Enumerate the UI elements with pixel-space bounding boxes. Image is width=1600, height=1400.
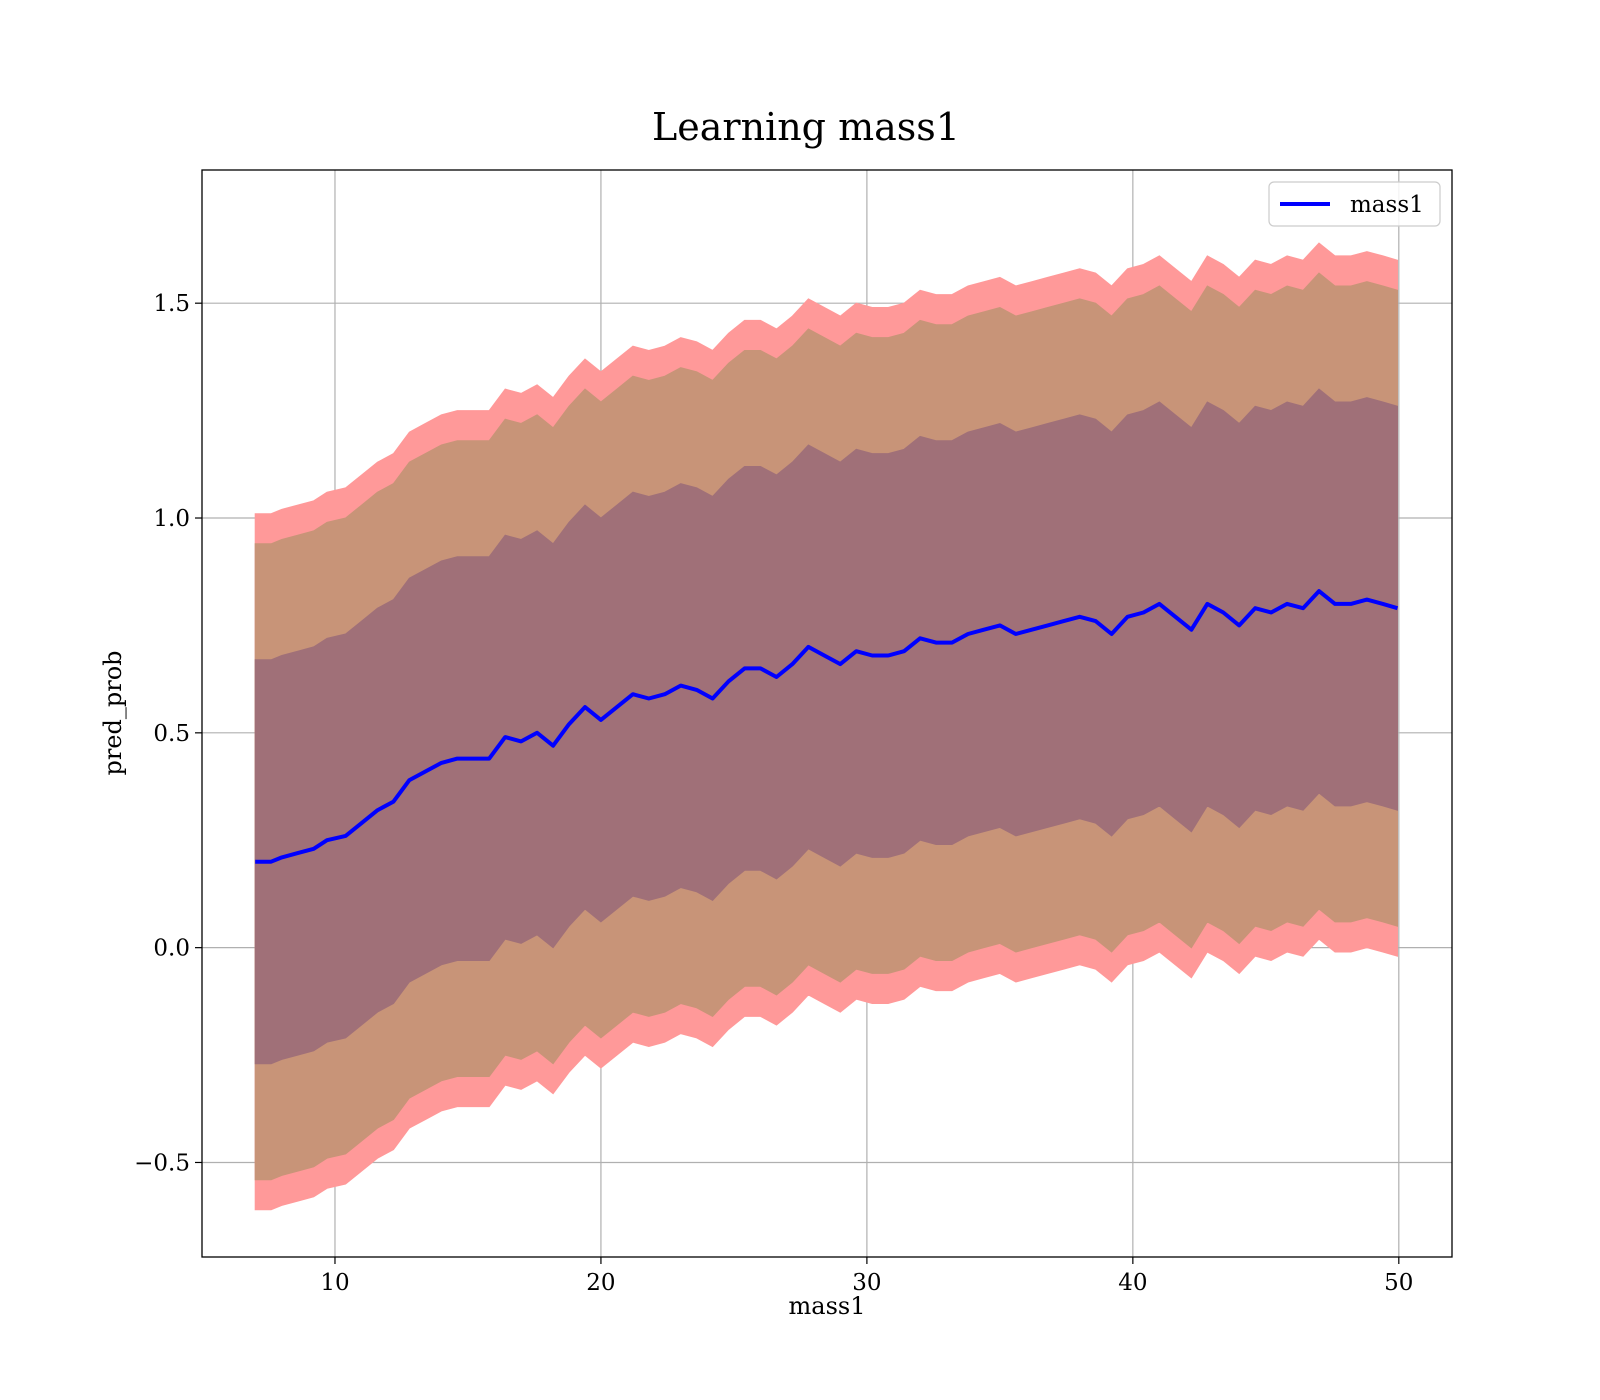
y-tick-label: 0.5 <box>153 721 190 747</box>
x-axis-label: mass1 <box>789 1292 866 1320</box>
y-tick-label: 1.0 <box>153 506 190 532</box>
chart-title: Learning mass1 <box>652 105 960 149</box>
y-axis-label: pred_prob <box>99 650 127 775</box>
series-lines <box>255 589 1399 864</box>
confidence-bands <box>254 242 1398 1211</box>
x-tick-label: 40 <box>1118 1270 1147 1296</box>
legend-box <box>1268 181 1441 227</box>
y-tick-label: 1.5 <box>153 291 190 317</box>
x-tick-label: 30 <box>852 1270 881 1296</box>
legend: mass1 <box>1268 181 1441 227</box>
plot-area-frame <box>201 169 1453 1258</box>
y-tick-label: −0.5 <box>134 1150 190 1176</box>
band-inner <box>254 388 1398 1065</box>
legend-label-mass1: mass1 <box>1350 192 1424 218</box>
x-tick-label: 20 <box>586 1270 615 1296</box>
series-line-mass1 <box>255 589 1399 864</box>
axis-ticks: 10 20 30 40 50 −0.5 0.0 0.5 1.0 1.5 <box>134 291 1413 1296</box>
x-tick-label: 10 <box>320 1270 349 1296</box>
x-tick-label: 50 <box>1384 1270 1413 1296</box>
y-tick-label: 0.0 <box>153 936 190 962</box>
